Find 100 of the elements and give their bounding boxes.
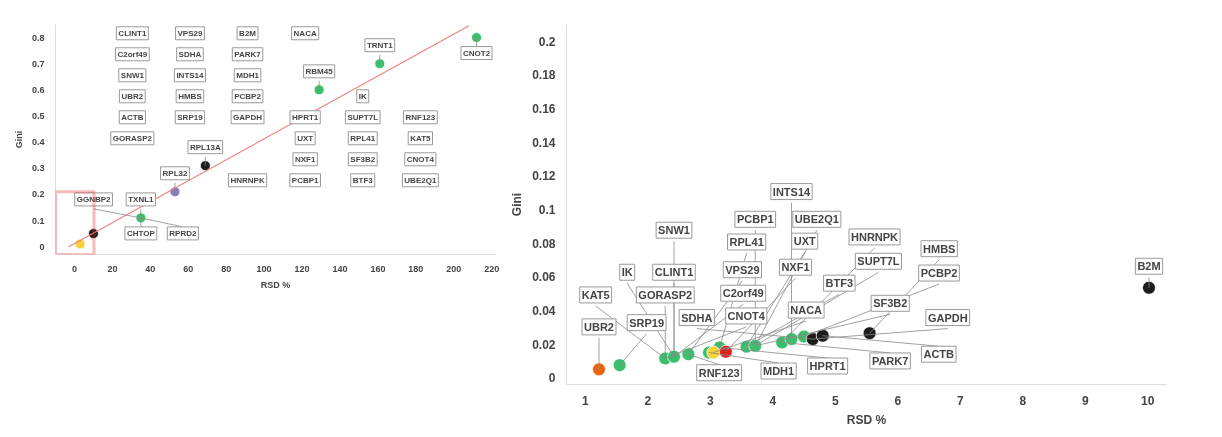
annotation: GORASP2	[638, 288, 693, 301]
annotation: SRP19	[629, 316, 665, 329]
annotation: UBE2Q1	[794, 213, 839, 226]
point	[374, 58, 386, 70]
x-tick-label: 5	[831, 393, 839, 408]
annotation: C2orf49	[722, 287, 764, 300]
annotation: KAT5	[581, 288, 610, 301]
annotation: IK	[621, 266, 633, 279]
annotation: ACTB	[121, 112, 144, 122]
y-tick-label: 0.2	[538, 34, 556, 49]
x-tick-label: 80	[221, 263, 232, 274]
annotation: CNOT2	[462, 48, 491, 58]
annotation: RPL13A	[189, 142, 221, 152]
x-tick-label: 10	[1141, 393, 1155, 408]
annotation: BTF3	[352, 175, 374, 185]
annotation: HNRNPK	[230, 175, 265, 185]
annotation: UXT	[297, 133, 314, 143]
annotation: VPS29	[177, 28, 203, 38]
annotation: RPRD2	[169, 228, 197, 238]
annotation: RPL41	[350, 133, 376, 143]
x-tick-label: 180	[408, 263, 424, 274]
y-tick-label: 0.14	[532, 135, 556, 150]
annotation: GORASP2	[112, 133, 153, 143]
annotation: NXF1	[781, 261, 810, 274]
y-axis-title: Gini	[13, 130, 24, 149]
annotation: SF3B2	[873, 297, 908, 310]
annotation: PARK7	[871, 354, 909, 367]
annotation: NXF1	[294, 154, 316, 164]
x-tick-label: 2	[644, 393, 652, 408]
annotation: MDH1	[763, 365, 795, 378]
x-tick-label: 4	[769, 393, 777, 408]
annotation: SRP19	[177, 112, 204, 122]
annotation: HMBS	[178, 91, 203, 101]
annotation: MDH1	[236, 70, 260, 80]
annotation: SNW1	[120, 70, 145, 80]
y-tick-label: 0	[39, 241, 45, 252]
annotation: TXNL1	[128, 194, 155, 204]
y-tick-label: 0.12	[532, 169, 556, 184]
annotation: RPL32	[162, 168, 188, 178]
annotation: GGNBP2	[76, 194, 112, 204]
x-axis-title: RSD %	[260, 279, 291, 290]
y-axis-title: Gini	[510, 192, 525, 217]
point	[471, 32, 482, 43]
x-tick-label: 220	[484, 263, 500, 274]
annotation: RNF123	[405, 112, 436, 122]
annotation: VPS29	[725, 263, 760, 276]
annotation: NACA	[293, 28, 317, 38]
x-tick-label: 9	[1081, 393, 1089, 408]
annotation: UBR2	[121, 91, 144, 101]
annotation: CLINT1	[654, 266, 694, 279]
annotation: UBE2Q1	[404, 175, 437, 185]
x-axis-title: RSD %	[846, 412, 887, 427]
annotation: C2orf49	[117, 49, 148, 59]
annotation: CLINT1	[118, 28, 147, 38]
y-tick-label: 0.3	[31, 163, 45, 174]
x-tick-label: 7	[956, 393, 964, 408]
annotation: HPRT1	[292, 112, 319, 122]
x-tick-label: 160	[370, 263, 386, 274]
x-tick-label: 3	[706, 393, 714, 408]
x-tick-label: 40	[145, 263, 156, 274]
annotation: PCBP2	[234, 91, 262, 101]
annotation: UBR2	[584, 320, 614, 333]
annotation: GAPDH	[233, 112, 263, 122]
annotation: B2M	[239, 28, 257, 38]
annotation: RNF123	[698, 366, 740, 379]
annotation: SF3B2	[350, 154, 376, 164]
annotation: CNOT4	[406, 154, 435, 164]
annotation: TRNT1	[366, 40, 394, 50]
annotation: KAT5	[410, 133, 432, 143]
y-tick-label: 0.06	[532, 270, 556, 285]
annotation: SDHA	[178, 49, 202, 59]
y-tick-label: 0	[548, 371, 556, 386]
annotation: SNW1	[658, 224, 690, 237]
y-tick-label: 0.02	[532, 337, 556, 352]
y-tick-label: 0.1	[538, 203, 556, 218]
y-tick-label: 0.16	[532, 102, 556, 117]
annotation: CNOT4	[727, 309, 766, 322]
y-tick-label: 0.08	[532, 236, 556, 251]
annotation: RPL41	[729, 235, 764, 248]
y-tick-label: 0.1	[31, 215, 45, 226]
y-tick-label: 0.04	[532, 303, 556, 318]
annotation: SDHA	[681, 311, 713, 324]
annotation: INTS14	[176, 70, 205, 80]
annotation: B2M	[1137, 260, 1161, 273]
y-tick-label: 0.7	[31, 58, 45, 69]
annotation: NACA	[790, 304, 823, 317]
x-tick-label: 120	[294, 263, 310, 274]
annotation: HMBS	[923, 242, 956, 255]
annotation: PCBP2	[920, 267, 958, 280]
annotation: IK	[358, 91, 367, 101]
x-tick-label: 100	[256, 263, 272, 274]
point	[592, 362, 606, 377]
annotation: PARK7	[234, 49, 262, 59]
annotation: PCBP1	[736, 213, 774, 226]
annotation: ACTB	[923, 348, 955, 361]
x-tick-label: 60	[183, 263, 194, 274]
y-tick-label: 0.2	[31, 189, 45, 200]
x-tick-label: 1	[581, 393, 589, 408]
annotation: HPRT1	[809, 359, 846, 372]
x-tick-label: 6	[894, 393, 902, 408]
